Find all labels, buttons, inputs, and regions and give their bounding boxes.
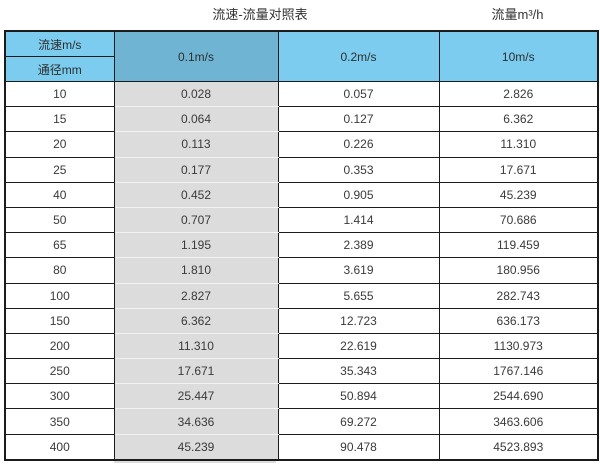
- table-header: 流速m/s 0.1m/s 0.2m/s 10m/s 通径mm: [4, 30, 599, 82]
- flow-value-cell-0.2ms: 3.619: [277, 257, 440, 284]
- diameter-cell: 20: [4, 131, 115, 158]
- flow-value-cell-10ms: 2544.690: [438, 383, 599, 410]
- flow-value-cell-0.2ms: 2.389: [277, 232, 440, 259]
- diameter-cell: 80: [4, 257, 115, 284]
- header-col-10ms: 10m/s: [438, 30, 599, 82]
- flow-value-cell-10ms: 45.239: [438, 181, 599, 208]
- table-row: 400 45.239 90.478 4523.893: [4, 433, 599, 461]
- flow-value-cell-10ms: 6.362: [438, 106, 599, 133]
- flow-value-cell-0.2ms: 35.343: [277, 358, 440, 385]
- table-title: 流速-流量对照表: [212, 7, 308, 22]
- flow-value-cell-0.2ms: 0.905: [277, 181, 440, 208]
- diameter-cell: 300: [4, 383, 115, 410]
- diameter-cell: 25: [4, 156, 115, 183]
- table-row: 40 0.452 0.905 45.239: [4, 181, 599, 208]
- flow-value-cell-0.2ms: 50.894: [277, 383, 440, 410]
- flow-unit-label: 流量m³/h: [491, 7, 544, 22]
- diameter-cell: 65: [4, 232, 115, 259]
- flow-value-cell-10ms: 636.173: [438, 307, 599, 334]
- diameter-cell: 40: [4, 181, 115, 208]
- flow-value-cell-0.1ms: 1.810: [113, 257, 279, 284]
- diameter-cell: 150: [4, 307, 115, 334]
- table-row: 150 6.362 12.723 636.173: [4, 307, 599, 334]
- flow-value-cell-0.2ms: 0.353: [277, 156, 440, 183]
- flow-value-cell-0.1ms: 0.064: [113, 106, 279, 133]
- flow-value-cell-10ms: 1130.973: [438, 332, 599, 360]
- flow-value-cell-0.1ms: 0.707: [113, 206, 279, 234]
- diameter-cell: 50: [4, 206, 115, 234]
- table-row: 250 17.671 35.343 1767.146: [4, 358, 599, 385]
- flow-value-cell-0.1ms: 45.239: [113, 433, 279, 461]
- diameter-cell: 200: [4, 332, 115, 360]
- flow-value-cell-0.1ms: 17.671: [113, 358, 279, 385]
- table-row: 100 2.827 5.655 282.743: [4, 282, 599, 309]
- flow-value-cell-0.1ms: 34.636: [113, 408, 279, 435]
- table-row: 200 11.310 22.619 1130.973: [4, 332, 599, 360]
- flow-value-cell-10ms: 282.743: [438, 282, 599, 309]
- flow-value-cell-0.2ms: 1.414: [277, 206, 440, 234]
- flow-value-cell-10ms: 2.826: [438, 80, 599, 108]
- header-col-0.2ms: 0.2m/s: [277, 30, 440, 82]
- flow-value-cell-10ms: 17.671: [438, 156, 599, 183]
- table-row: 20 0.113 0.226 11.310: [4, 131, 599, 158]
- flow-value-cell-0.1ms: 2.827: [113, 282, 279, 309]
- table-row: 10 0.028 0.057 2.826: [4, 80, 599, 108]
- header-velocity-label: 流速m/s: [4, 30, 115, 57]
- table-row: 50 0.707 1.414 70.686: [4, 206, 599, 234]
- flow-comparison-table: 流速m/s 0.1m/s 0.2m/s 10m/s 通径mm 10 0.028 0.…: [4, 30, 599, 461]
- diameter-cell: 350: [4, 408, 115, 435]
- flow-value-cell-10ms: 3463.606: [438, 408, 599, 435]
- table-body: 10 0.028 0.057 2.826 15 0.064 0.127 6.362 20 0.11…: [4, 80, 599, 461]
- table-row: 80 1.810 3.619 180.956: [4, 257, 599, 284]
- flow-value-cell-0.2ms: 5.655: [277, 282, 440, 309]
- flow-value-cell-0.2ms: 90.478: [277, 433, 440, 461]
- flow-value-cell-0.1ms: 0.177: [113, 156, 279, 183]
- flow-value-cell-10ms: 180.956: [438, 257, 599, 284]
- flow-value-cell-0.2ms: 0.226: [277, 131, 440, 158]
- flow-value-cell-0.1ms: 25.447: [113, 383, 279, 410]
- flow-value-cell-0.1ms: 1.195: [113, 232, 279, 259]
- flow-value-cell-0.1ms: 0.028: [113, 80, 279, 108]
- diameter-cell: 400: [4, 433, 115, 461]
- diameter-cell: 15: [4, 106, 115, 133]
- flow-value-cell-0.1ms: 11.310: [113, 332, 279, 360]
- flow-value-cell-0.1ms: 6.362: [113, 307, 279, 334]
- flow-value-cell-10ms: 4523.893: [438, 433, 599, 461]
- diameter-cell: 250: [4, 358, 115, 385]
- flow-value-cell-0.2ms: 22.619: [277, 332, 440, 360]
- flow-value-cell-10ms: 11.310: [438, 131, 599, 158]
- header-row-top: 流速m/s 0.1m/s 0.2m/s 10m/s: [4, 30, 599, 82]
- diameter-cell: 10: [4, 80, 115, 108]
- table-row: 15 0.064 0.127 6.362: [4, 106, 599, 133]
- header-diameter-label: 通径mm: [4, 56, 115, 82]
- flow-value-cell-10ms: 1767.146: [438, 358, 599, 385]
- diameter-cell: 100: [4, 282, 115, 309]
- table-row: 350 34.636 69.272 3463.606: [4, 408, 599, 435]
- header-col-0.1ms: 0.1m/s: [113, 30, 279, 82]
- flow-value-cell-10ms: 70.686: [438, 206, 599, 234]
- flow-value-cell-0.2ms: 69.272: [277, 408, 440, 435]
- flow-value-cell-0.1ms: 0.113: [113, 131, 279, 158]
- flow-value-cell-0.2ms: 0.057: [277, 80, 440, 108]
- header-row-bottom: 通径mm: [4, 56, 598, 82]
- flow-value-cell-0.2ms: 12.723: [277, 307, 440, 334]
- table-row: 65 1.195 2.389 119.459: [4, 232, 599, 259]
- table-row: 300 25.447 50.894 2544.690: [4, 383, 599, 410]
- flow-value-cell-10ms: 119.459: [438, 232, 599, 259]
- table-row: 25 0.177 0.353 17.671: [4, 156, 599, 183]
- flow-value-cell-0.2ms: 0.127: [277, 106, 440, 133]
- flow-value-cell-0.1ms: 0.452: [113, 181, 279, 208]
